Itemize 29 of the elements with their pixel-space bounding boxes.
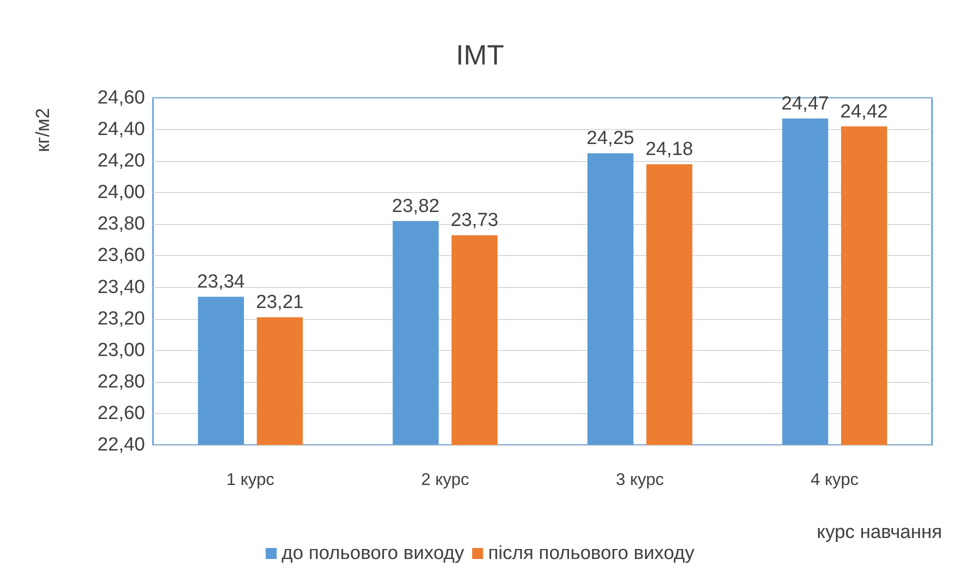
y-tick-label: 22,80 (97, 371, 145, 392)
y-axis-title: кг/м2 (33, 108, 54, 152)
x-axis-title: курс навчання (816, 522, 942, 543)
data-label: 24,42 (840, 101, 888, 122)
y-tick-label: 23,20 (97, 308, 145, 330)
y-tick-label: 24,20 (97, 150, 145, 172)
x-tick-label: 2 курс (421, 470, 470, 489)
data-label: 24,18 (646, 139, 694, 160)
y-tick-label: 22,40 (97, 434, 145, 456)
y-tick-label: 24,40 (97, 119, 145, 140)
y-tick-label: 23,40 (97, 276, 145, 298)
data-label: 23,73 (450, 210, 498, 232)
data-label: 23,34 (197, 272, 246, 293)
x-tick-label: 3 курс (616, 470, 664, 489)
y-tick-label: 22,60 (97, 402, 145, 424)
y-tick-label: 23,80 (97, 214, 145, 235)
x-tick-label: 4 курс (810, 470, 860, 489)
data-label: 24,47 (781, 94, 829, 115)
chart-title: ІМТ (456, 40, 504, 70)
y-tick-label: 24,60 (97, 88, 145, 108)
legend-label: до польового виходу (282, 543, 465, 564)
y-tick-label: 23,00 (97, 340, 145, 361)
data-label: 23,21 (256, 292, 304, 314)
x-tick-label: 1 курс (226, 470, 275, 489)
y-tick-label: 24,00 (97, 182, 145, 204)
y-tick-label: 23,60 (97, 245, 145, 266)
data-label: 23,82 (392, 196, 440, 218)
legend-label: після польового виходу (488, 543, 695, 564)
data-label: 24,25 (586, 128, 634, 150)
